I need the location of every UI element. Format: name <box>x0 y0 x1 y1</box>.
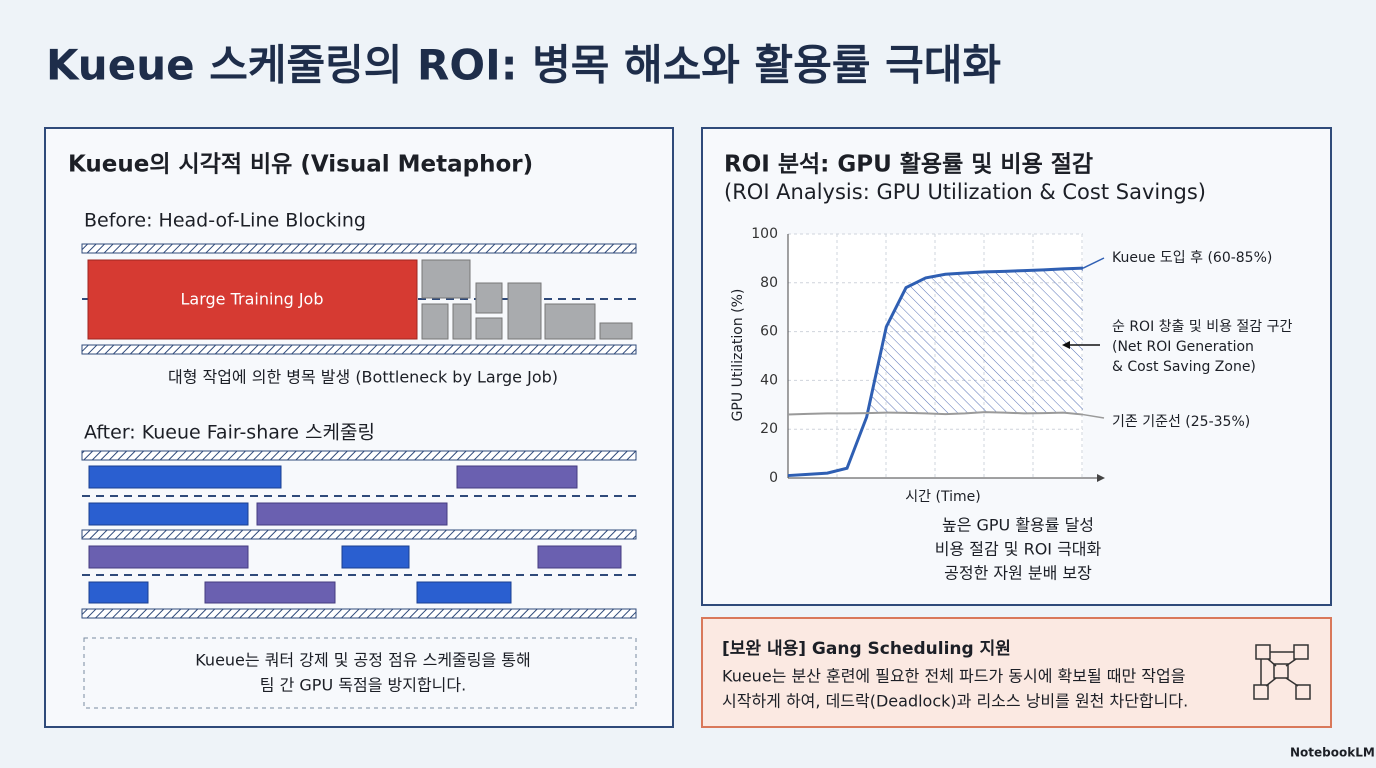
job-label: Large Training Job <box>181 290 324 309</box>
supplement-line: 시작하게 하여, 데드락(Deadlock)과 리소스 낭비를 원천 차단합니다… <box>722 692 1188 711</box>
note-line: Kueue는 쿼터 강제 및 공정 점유 스케줄링을 통해 <box>195 651 531 670</box>
chart-title: ROI 분석: GPU 활용률 및 비용 절감 <box>724 152 1093 178</box>
series-label: 기존 기준선 (25-35%) <box>1112 414 1250 430</box>
slide-title: Kueue 스케줄링의 ROI: 병목 해소와 활용률 극대화 <box>46 41 1001 90</box>
series-line <box>787 411 1084 416</box>
plot: 0 20 40 60 80 100 Kueue 도입 후 (60-85%) 기존 기준선 (2… <box>751 226 1272 486</box>
supplement-title: [보완 내용] Gang Scheduling 지원 <box>722 639 1011 659</box>
before-diagram <box>81 243 637 355</box>
chart-subtitle: (ROI Analysis: GPU Utilization & Cost Sa… <box>724 180 1206 204</box>
y-tick-label: 0 <box>769 470 778 486</box>
chart-note: 비용 절감 및 ROI 극대화 <box>935 540 1102 559</box>
chart-note: 공정한 자원 분배 보장 <box>944 564 1092 583</box>
y-tick-label: 100 <box>751 226 778 242</box>
left-panel <box>44 127 674 728</box>
gang-icon <box>1253 644 1311 700</box>
label-leader <box>1082 413 1105 419</box>
brand: NotebookLM <box>1290 746 1375 760</box>
caption: 대형 작업에 의한 병목 발생 (Bottleneck by Large Job… <box>168 368 558 387</box>
supplement-line: Kueue는 분산 훈련에 필요한 전체 파드가 동시에 확보될 때만 작업을 <box>722 667 1185 686</box>
note-line: 팀 간 GPU 독점을 방지합니다. <box>260 676 466 695</box>
section-label: After: Kueue Fair-share 스케줄링 <box>84 422 375 444</box>
chart-note: 높은 GPU 활용률 달성 <box>942 516 1094 535</box>
annotation-arrow <box>1062 341 1100 349</box>
panel-title: Kueue의 시각적 비유 (Visual Metaphor) <box>68 152 533 178</box>
after-diagram <box>81 450 637 619</box>
gain-zone <box>788 268 1083 415</box>
x-axis-label: 시간 (Time) <box>905 489 980 505</box>
annotation: & Cost Saving Zone) <box>1112 359 1256 375</box>
x-axis-arrow <box>1097 474 1105 482</box>
series-label: Kueue 도입 후 (60-85%) <box>1112 250 1272 266</box>
y-tick-label: 20 <box>760 421 778 437</box>
supplement-box <box>701 617 1332 728</box>
y-tick-label: 60 <box>760 324 778 340</box>
series-line <box>787 266 1084 478</box>
y-axis-label: GPU Utilization (%) <box>730 289 746 422</box>
y-tick-label: 40 <box>760 372 778 388</box>
section-label: Before: Head-of-Line Blocking <box>84 210 366 232</box>
annotation: 순 ROI 창출 및 비용 절감 구간 <box>1112 319 1292 335</box>
note-box <box>83 637 637 709</box>
label-leader <box>1082 257 1105 269</box>
annotation: (Net ROI Generation <box>1112 339 1254 355</box>
y-tick-label: 80 <box>760 275 778 291</box>
